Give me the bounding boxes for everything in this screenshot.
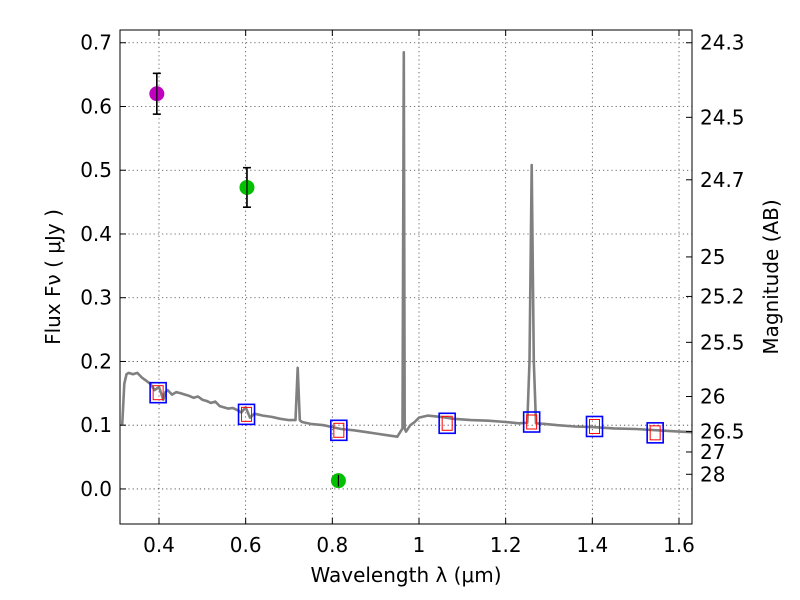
y-axis-label: Flux Fν ( μJy ) [41, 209, 65, 345]
y2-tick-label: 25.2 [700, 284, 745, 308]
spectrum-line [120, 51, 693, 438]
x-tick-label: 0.8 [316, 533, 348, 557]
y2-tick-label: 25.5 [700, 330, 745, 354]
y-tick-label: 0.3 [80, 286, 112, 310]
y2-tick-label: 25 [700, 245, 725, 269]
y-tick-label: 0.5 [80, 158, 112, 182]
model-point [149, 381, 167, 404]
y2-tick-label: 26.5 [700, 420, 745, 444]
y2-tick-label: 28 [700, 462, 725, 486]
model-point-inner [152, 385, 164, 401]
x-tick-label: 1 [413, 533, 426, 557]
model-point [330, 419, 348, 442]
y-tick-label: 0.7 [80, 31, 112, 55]
observed-photometry [149, 72, 346, 489]
x-tick-label: 0.4 [143, 533, 175, 557]
x-tick-label: 1.6 [663, 533, 695, 557]
axis-ticks: 0.4 0.6 0.8 1 1.2 1.4 1.6 0.0 0.1 0.2 0.3 0.4 0.5 0.6… [80, 30, 745, 557]
y2-axis-label: Magnitude (AB) [759, 199, 783, 354]
y2-tick-label: 24.7 [700, 168, 745, 192]
x-tick-label: 0.6 [230, 533, 262, 557]
model-point-inner [441, 415, 453, 431]
y-tick-label: 0.2 [80, 349, 112, 373]
x-tick-label: 1.4 [576, 533, 608, 557]
x-tick-label: 1.2 [490, 533, 522, 557]
plot-frame [119, 29, 693, 525]
model-point [585, 415, 604, 438]
model-spectrum [120, 51, 693, 438]
x-axis-label: Wavelength λ (μm) [310, 563, 501, 587]
y-tick-label: 0.1 [80, 413, 112, 437]
y-tick-label: 0.0 [80, 477, 112, 501]
model-point [522, 411, 541, 433]
y2-tick-label: 24.5 [700, 105, 745, 129]
model-point [237, 403, 256, 426]
y2-tick-label: 27 [700, 440, 725, 464]
y-tick-label: 0.4 [80, 222, 112, 246]
model-point-inner [333, 422, 345, 438]
grid [120, 30, 692, 524]
model-point-inner [649, 425, 661, 441]
model-point [438, 412, 456, 435]
y2-tick-label: 26 [700, 385, 725, 409]
y-tick-label: 0.6 [80, 94, 112, 118]
y2-tick-label: 24.3 [700, 31, 745, 55]
model-point-inner [526, 414, 538, 430]
model-point-inner [241, 406, 253, 422]
model-point-inner [589, 418, 600, 434]
model-photometry [149, 381, 664, 444]
model-point [646, 422, 664, 444]
